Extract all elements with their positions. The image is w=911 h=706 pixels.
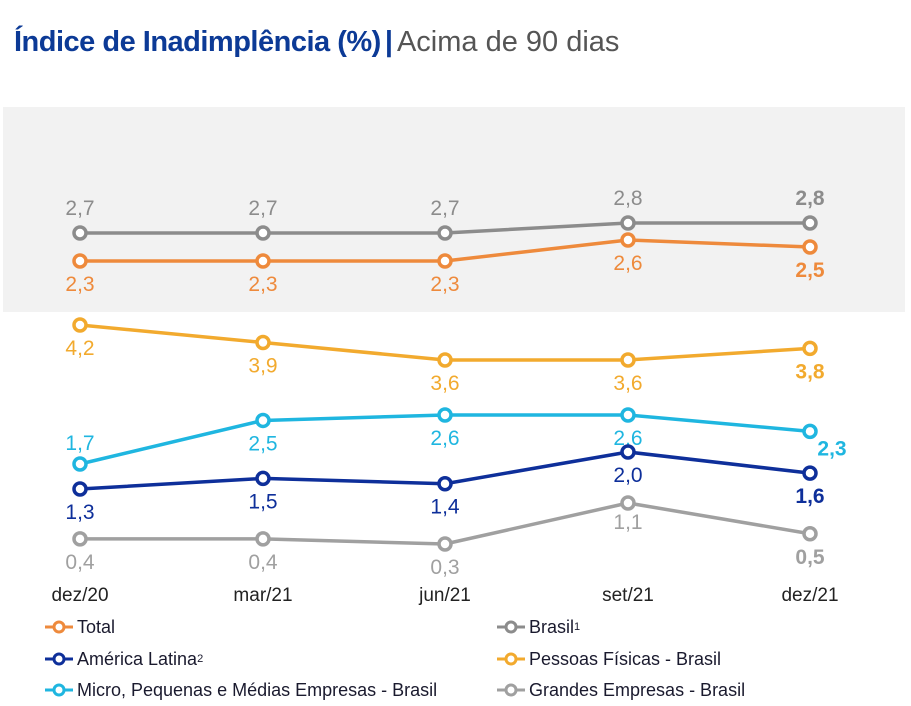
- legend-item-pessoas-fisicas[interactable]: Pessoas Físicas - Brasil: [496, 645, 721, 673]
- legend-label: Total: [77, 616, 116, 637]
- footnote-marker: 2: [197, 653, 204, 665]
- data-label: 0,4: [248, 551, 278, 574]
- footnote-marker: 1: [574, 621, 581, 633]
- data-point[interactable]: [620, 352, 636, 368]
- legend-marker-icon: [497, 620, 525, 634]
- data-point[interactable]: [802, 526, 818, 542]
- data-label: 2,8: [613, 187, 642, 210]
- data-label: 1,4: [430, 496, 460, 519]
- legend-marker-icon: [45, 683, 73, 697]
- data-label: 2,8: [795, 187, 825, 210]
- data-point[interactable]: [802, 340, 818, 357]
- data-label: 4,2: [65, 337, 94, 360]
- data-label: 2,7: [430, 197, 459, 220]
- series-total: 2,3 2,3 2,3 2,6 2,5: [65, 232, 825, 296]
- data-label: 2,0: [613, 464, 642, 487]
- data-point[interactable]: [620, 215, 636, 231]
- data-point[interactable]: [620, 495, 636, 511]
- data-point[interactable]: [255, 253, 271, 269]
- data-label: 2,3: [817, 437, 846, 460]
- data-label: 0,3: [430, 556, 459, 579]
- series-brasil: 2,7 2,7 2,7 2,8 2,8: [65, 187, 825, 241]
- data-point[interactable]: [437, 407, 453, 423]
- data-point[interactable]: [255, 225, 271, 241]
- data-label: 2,3: [248, 273, 277, 296]
- title-subtitle: Acima de 90 dias: [396, 26, 620, 58]
- legend-marker-icon: [497, 652, 525, 666]
- data-label: 3,6: [430, 372, 459, 395]
- data-label: 2,3: [65, 273, 94, 296]
- data-label: 1,5: [248, 490, 277, 513]
- data-point[interactable]: [802, 215, 818, 231]
- data-point[interactable]: [72, 253, 88, 269]
- legend-label: América Latina: [77, 648, 198, 669]
- x-tick-label: set/21: [602, 585, 654, 606]
- series-america-latina: 1,3 1,5 1,4 2,0 1,6: [65, 444, 825, 524]
- x-axis: dez/20 mar/21 jun/21 set/21 dez/21: [51, 585, 838, 606]
- title-main: Índice de Inadimplência (%): [14, 26, 381, 58]
- data-label: 2,7: [65, 197, 94, 220]
- legend-label: Brasil: [529, 616, 575, 637]
- data-point[interactable]: [437, 475, 453, 492]
- legend-marker-icon: [45, 620, 73, 634]
- legend-label: Grandes Empresas - Brasil: [529, 679, 746, 700]
- data-label: 2,5: [248, 432, 277, 455]
- data-point[interactable]: [72, 225, 88, 241]
- data-point[interactable]: [255, 412, 271, 429]
- data-point[interactable]: [802, 239, 818, 255]
- data-point[interactable]: [620, 407, 636, 423]
- data-label: 2,6: [430, 427, 459, 450]
- data-label: 3,9: [248, 355, 277, 378]
- series-micro-pequenas-e-medias-empresas-brasil: 1,7 2,5 2,6 2,6 2,3: [65, 407, 847, 472]
- data-point[interactable]: [72, 531, 88, 547]
- data-point[interactable]: [255, 531, 271, 547]
- data-label: 2,7: [248, 197, 277, 220]
- data-label: 0,4: [65, 551, 95, 574]
- data-point[interactable]: [802, 423, 818, 440]
- series-grandes-empresas-brasil: 0,4 0,4 0,3 1,1 0,5: [65, 495, 825, 579]
- legend-label: Pessoas Físicas - Brasil: [529, 648, 722, 669]
- data-label: 3,8: [795, 360, 825, 383]
- data-point[interactable]: [620, 232, 636, 248]
- series-pessoas-fisicas-brasil: 4,2 3,9 3,6 3,6 3,8: [65, 317, 825, 395]
- data-label: 1,6: [795, 485, 824, 508]
- legend-item-total[interactable]: Total: [44, 613, 115, 641]
- legend-item-america-latina[interactable]: América Latina 2: [44, 645, 203, 673]
- legend-item-mpme[interactable]: Micro, Pequenas e Médias Empresas - Bras…: [44, 676, 437, 704]
- data-label: 1,7: [65, 432, 94, 455]
- data-label: 2,5: [795, 259, 825, 282]
- legend-item-brasil[interactable]: Brasil 1: [496, 613, 580, 641]
- title-separator: |: [384, 26, 393, 58]
- data-label: 3,6: [613, 372, 642, 395]
- x-tick-label: dez/21: [781, 585, 838, 606]
- data-point[interactable]: [72, 317, 88, 333]
- data-point[interactable]: [437, 253, 453, 269]
- data-point[interactable]: [802, 465, 818, 481]
- data-point[interactable]: [437, 352, 453, 368]
- legend-item-grandes-empresas[interactable]: Grandes Empresas - Brasil: [496, 676, 745, 704]
- x-tick-label: jun/21: [418, 585, 471, 606]
- data-label: 1,1: [613, 511, 642, 534]
- data-point[interactable]: [255, 470, 271, 487]
- highlight-band: [3, 107, 905, 312]
- data-point[interactable]: [255, 334, 271, 351]
- legend-label: Micro, Pequenas e Médias Empresas - Bras…: [77, 679, 438, 700]
- data-point[interactable]: [72, 456, 88, 472]
- data-point[interactable]: [437, 536, 453, 552]
- series-layer: 2,7 2,7 2,7 2,8 2,8 2,3 2,3 2,3 2,6 2,5 4,2 3,9 3,6 3…: [65, 187, 846, 579]
- data-label: 2,6: [613, 427, 642, 450]
- data-label: 1,3: [65, 501, 94, 524]
- data-label: 0,5: [795, 546, 825, 569]
- legend-marker-icon: [497, 683, 525, 697]
- data-point[interactable]: [437, 225, 453, 241]
- x-tick-label: dez/20: [51, 585, 108, 606]
- data-point[interactable]: [72, 481, 88, 497]
- x-tick-label: mar/21: [233, 585, 292, 606]
- data-point[interactable]: [620, 444, 636, 460]
- data-label: 2,3: [430, 273, 459, 296]
- data-label: 2,6: [613, 252, 642, 275]
- chart-title: Índice de Inadimplência (%) | Acima de 90 …: [14, 22, 619, 62]
- legend-marker-icon: [45, 652, 73, 666]
